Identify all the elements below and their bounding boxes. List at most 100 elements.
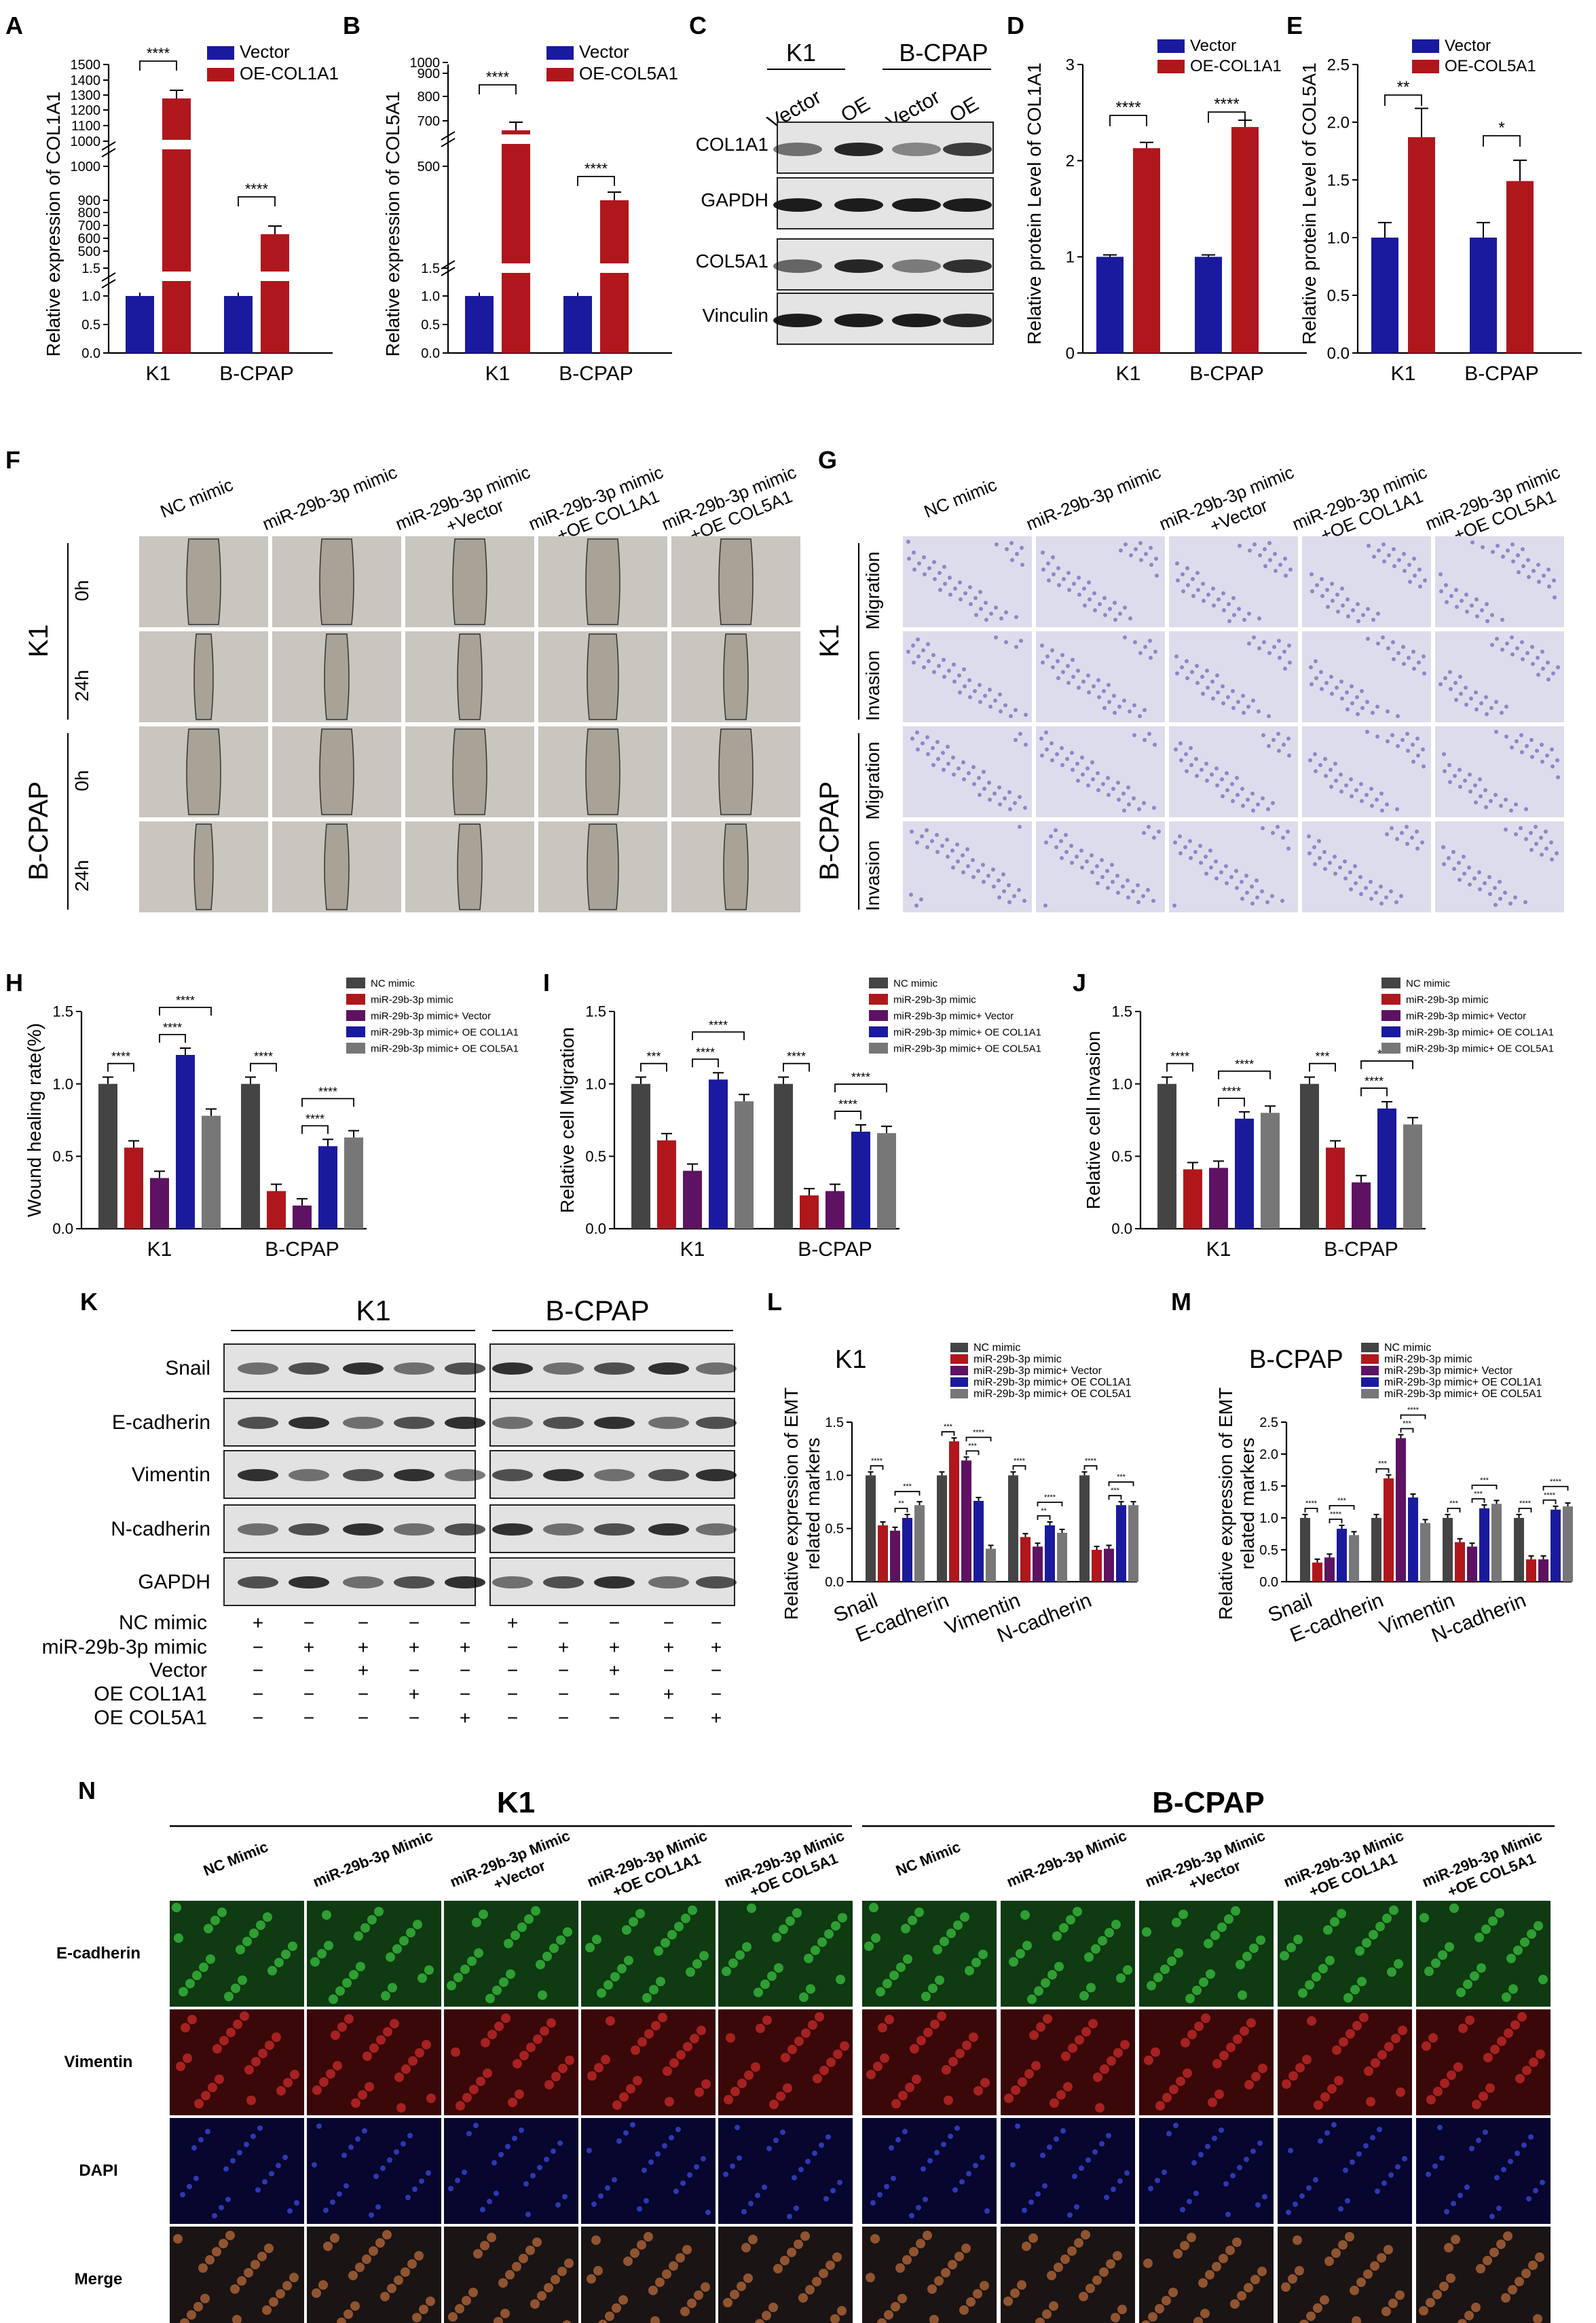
I-bar bbox=[774, 1083, 793, 1229]
G-cell-dot bbox=[1235, 886, 1239, 890]
if-n-cell bbox=[1092, 2275, 1102, 2285]
G-cell-dot bbox=[1077, 686, 1081, 690]
G-cell-dot bbox=[1519, 826, 1523, 830]
G-cell-dot bbox=[1403, 569, 1407, 573]
G-cell-dot bbox=[961, 760, 965, 764]
blot-k-treatment-label: NC mimic bbox=[119, 1612, 207, 1634]
if-n-cell bbox=[773, 2264, 783, 2273]
blot-k-band bbox=[343, 1417, 384, 1429]
G-cell-dot bbox=[1366, 607, 1370, 611]
if-n-cell bbox=[491, 2160, 497, 2166]
if-n-cell bbox=[246, 2096, 256, 2105]
if-n-column-label: NC Mimic bbox=[893, 1838, 963, 1880]
panel-letter-E: E bbox=[1286, 12, 1303, 39]
if-n-cell bbox=[317, 1949, 327, 1958]
G-cell-dot bbox=[1345, 690, 1349, 694]
if-n-cell bbox=[1282, 2079, 1291, 2089]
G-cell-dot bbox=[1550, 857, 1554, 861]
if-n-cell bbox=[895, 2263, 905, 2273]
G-cell-dot bbox=[1227, 602, 1231, 606]
E-tick-label: 2.5 bbox=[1327, 56, 1350, 74]
G-cell-dot bbox=[1225, 788, 1229, 792]
M-sig-label: **** bbox=[1330, 1510, 1342, 1519]
if-n-cell bbox=[1288, 2071, 1298, 2081]
if-n-cell bbox=[737, 2079, 747, 2088]
L-sig-label: *** bbox=[944, 1423, 953, 1431]
if-n-cell bbox=[250, 2134, 256, 2139]
blot-k-band bbox=[289, 1469, 329, 1481]
if-n-cell bbox=[494, 2022, 504, 2031]
G-cell-dot bbox=[1493, 793, 1498, 797]
if-n-cell bbox=[187, 2310, 196, 2320]
G-cell-dot bbox=[1415, 737, 1419, 741]
G-cell-dot bbox=[1415, 847, 1419, 851]
B-low-tick-label: 1.0 bbox=[421, 289, 440, 304]
if-n-cell bbox=[895, 2137, 901, 2142]
if-n-cell bbox=[1063, 2082, 1073, 2092]
G-cell-dot bbox=[1307, 851, 1312, 855]
G-cell-dot bbox=[1261, 733, 1265, 737]
if-n-cell bbox=[697, 2026, 706, 2035]
A-category: K1 bbox=[146, 363, 171, 385]
if-n-cell bbox=[723, 2172, 728, 2177]
if-n-cell bbox=[1212, 2059, 1222, 2068]
if-n-cell bbox=[1299, 2193, 1305, 2199]
F-wound-gap bbox=[452, 728, 487, 815]
if-n-cell bbox=[369, 2246, 378, 2256]
G-cell-dot bbox=[1126, 785, 1130, 789]
G-cell-dot bbox=[971, 765, 976, 769]
G-cell-dot bbox=[1189, 856, 1193, 860]
G-cell-dot bbox=[966, 864, 970, 868]
if-n-cell bbox=[623, 2130, 629, 2136]
if-n-cell bbox=[723, 2298, 732, 2307]
if-n-cell bbox=[687, 2172, 692, 2178]
G-cell-dot bbox=[1092, 591, 1096, 595]
M-bar bbox=[1563, 1506, 1573, 1582]
if-n-cell bbox=[523, 2181, 529, 2187]
if-n-row-label: E-cadherin bbox=[56, 1944, 141, 1963]
G-cell-dot bbox=[1082, 587, 1086, 591]
G-cell-dot bbox=[986, 874, 990, 878]
D-sig-label: **** bbox=[1115, 98, 1140, 117]
G-cell-dot bbox=[1509, 809, 1513, 813]
G-cell-dot bbox=[978, 590, 982, 594]
G-cell-dot bbox=[1191, 594, 1195, 598]
G-cell-dot bbox=[1172, 904, 1176, 908]
G-cell-dot bbox=[1439, 572, 1443, 576]
if-n-cell bbox=[824, 1929, 834, 1939]
M-sig-label: **** bbox=[1407, 1407, 1419, 1415]
if-n-cell bbox=[883, 1979, 892, 1988]
G-cell-dot bbox=[1090, 870, 1094, 874]
if-n-micrograph bbox=[862, 2227, 997, 2323]
blot-c-band bbox=[943, 314, 992, 327]
L-bar bbox=[866, 1475, 876, 1582]
F-wound-gap bbox=[193, 823, 214, 910]
A-axis-break bbox=[101, 272, 116, 282]
if-n-cell bbox=[225, 2231, 235, 2240]
if-n-micrograph bbox=[581, 2118, 716, 2224]
D-category: B-CPAP bbox=[1189, 363, 1263, 385]
if-n-cell bbox=[506, 1969, 515, 1979]
H-sig-label: **** bbox=[305, 1112, 324, 1126]
if-n-cell bbox=[741, 2209, 747, 2214]
G-cell-dot bbox=[1524, 807, 1528, 811]
if-n-cell bbox=[462, 2296, 471, 2305]
if-n-cell bbox=[424, 1965, 434, 1975]
if-n-cell bbox=[742, 1942, 751, 1952]
L-bar bbox=[973, 1500, 984, 1582]
G-cell-dot bbox=[1498, 880, 1502, 884]
if-n-cell bbox=[281, 1950, 291, 1959]
if-n-cell bbox=[1295, 2063, 1305, 2073]
if-n-cell bbox=[412, 2313, 422, 2322]
G-cell-dot bbox=[1463, 779, 1467, 783]
blot-k-band bbox=[343, 1576, 384, 1588]
if-n-cell bbox=[1331, 2248, 1341, 2258]
if-n-cell bbox=[673, 2189, 679, 2194]
G-cell-dot bbox=[1107, 683, 1111, 687]
G-cell-dot bbox=[1210, 680, 1214, 684]
if-n-cell bbox=[1483, 2130, 1488, 2135]
if-n-cell bbox=[469, 2085, 479, 2094]
G-cell-dot bbox=[1510, 542, 1515, 546]
G-cell-dot bbox=[1483, 881, 1487, 885]
G-cell-dot bbox=[961, 853, 965, 857]
